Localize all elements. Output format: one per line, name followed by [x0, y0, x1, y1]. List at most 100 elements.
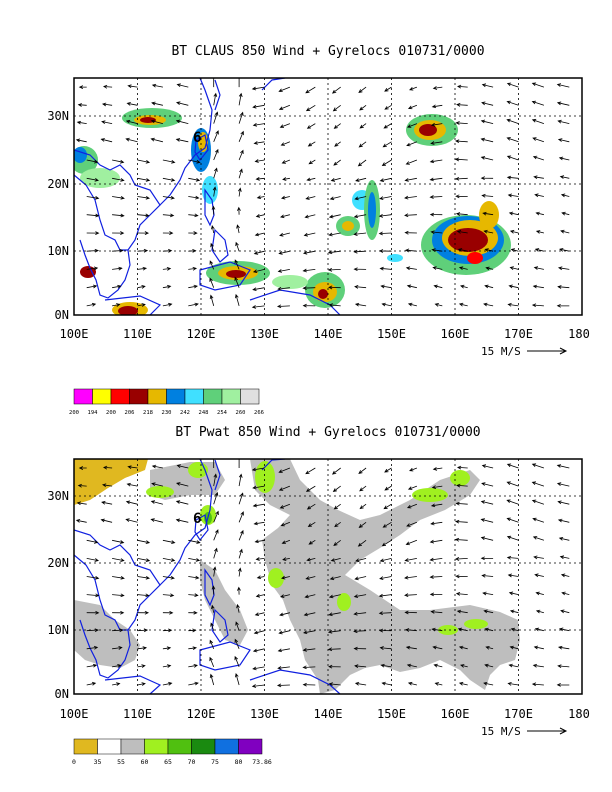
wind-vector-arrow [506, 100, 519, 106]
wind-vector-arrow [235, 621, 240, 631]
wind-vector-arrow [557, 645, 570, 650]
wind-vector-arrow [126, 482, 138, 487]
wind-vector-arrow [125, 119, 138, 124]
wind-vector-arrow [556, 683, 570, 687]
wind-vector-arrow [281, 539, 291, 544]
panel1-lon-110e: 110E [123, 327, 152, 341]
wind-vector-arrow [506, 463, 519, 469]
wind-vector-arrow [484, 663, 494, 668]
wind-vector-arrow [434, 682, 443, 686]
wind-vector-arrow [384, 467, 392, 473]
wind-vector-arrow [534, 193, 544, 198]
wind-vector-arrow [188, 159, 201, 164]
wind-vector-arrow [354, 664, 367, 668]
wind-vector-arrow [237, 567, 242, 577]
wind-vector-arrow [406, 521, 418, 527]
wind-vector-arrow [251, 86, 265, 91]
wind-vector-arrow [378, 593, 392, 598]
wind-vector-arrow [378, 611, 392, 616]
wind-vector-arrow [302, 682, 316, 687]
panel1-coastlines [74, 78, 341, 315]
panel2-lon-170e: 170E [504, 707, 533, 721]
wind-vector-arrow [455, 592, 468, 596]
panel2-lat-0n: 0N [55, 687, 69, 701]
wind-vector-arrow [506, 481, 519, 487]
wind-vector-arrow [404, 558, 417, 562]
panel1-lat-30n: 30N [47, 109, 69, 123]
wind-vector-arrow [86, 628, 100, 633]
wind-vector-arrow [430, 230, 443, 235]
panel2-lat-20n: 20N [47, 556, 69, 570]
wind-vector-arrow [359, 503, 367, 510]
wind-vector-arrow [508, 211, 519, 216]
wind-vector-arrow [431, 627, 443, 632]
wind-vector-arrow [457, 248, 468, 252]
wind-vector-arrow [509, 609, 519, 614]
wind-vector-arrow [237, 206, 241, 215]
panel-claus: BT CLAUS 850 Wind + Gyrelocs 010731/0000 [47, 44, 590, 416]
wind-vector-arrow [176, 482, 189, 487]
wind-vector-arrow [456, 102, 468, 107]
wind-vector-arrow [306, 123, 316, 129]
wind-vector-arrow [86, 681, 97, 686]
wind-vector-arrow [381, 159, 392, 166]
wind-vector-arrow [101, 120, 113, 125]
wind-vector-arrow [405, 159, 418, 165]
wind-vector-arrow [557, 500, 570, 505]
wind-vector-arrow [560, 609, 570, 614]
wind-vector-arrow [458, 645, 468, 650]
wind-vector-arrow [456, 465, 468, 470]
wind-vector-arrow [506, 118, 519, 124]
panel1-colorbar-swatch-7 [203, 388, 223, 405]
wind-vector-arrow [507, 682, 519, 686]
wind-vector-arrow [358, 521, 367, 528]
wind-vector-arrow [137, 266, 148, 271]
wind-vector-arrow [532, 517, 545, 523]
wind-vector-arrow [150, 119, 163, 124]
panel1-colorbar-label-0: 200 [69, 410, 79, 416]
wind-vector-arrow [509, 645, 519, 650]
wind-vector-arrow [101, 500, 113, 505]
wind-vector-arrow [252, 269, 265, 273]
wind-vector-arrow [125, 518, 138, 523]
wind-vector-arrow [302, 665, 316, 670]
wind-vector-arrow [234, 259, 240, 270]
panel2-lon-100e: 100E [60, 707, 89, 721]
wind-vector-arrow [507, 573, 519, 578]
wind-vector-arrow [281, 195, 290, 200]
wind-vector-arrow [484, 284, 494, 289]
wind-vector-arrow [353, 646, 367, 651]
panel2-colorbar: 0 35 55 60 65 70 75 80 73.86 [72, 738, 272, 766]
wind-vector-arrow [188, 302, 199, 307]
wind-vector-arrow [277, 666, 290, 670]
wind-vector-arrow [481, 482, 494, 487]
wind-vector-arrow [531, 118, 545, 124]
wind-vector-arrow [481, 573, 494, 578]
wind-vector-arrow [429, 212, 443, 217]
wind-vector-arrow [531, 303, 544, 308]
wind-vector-arrow [213, 529, 219, 541]
wind-vector-arrow [100, 138, 113, 143]
wind-vector-arrow [454, 537, 468, 542]
panel2-lon-160e: 160E [441, 707, 470, 721]
wind-vector-arrow [383, 503, 392, 510]
wind-vector-arrow [332, 485, 341, 493]
panel2-colorbar-label-0: 0 [72, 758, 76, 766]
wind-vector-arrow [384, 86, 392, 92]
panel2-colorbar-swatch-2 [120, 738, 145, 755]
wind-vector-arrow [162, 248, 173, 253]
wind-vector-arrow [255, 213, 265, 218]
wind-vector-arrow [405, 645, 417, 650]
panel1-colorbar-label-2: 200 [106, 410, 116, 416]
wind-vector-arrow [306, 177, 316, 182]
wind-vector-arrow [354, 285, 367, 289]
wind-vector-arrow [359, 104, 367, 111]
wind-vector-arrow [253, 141, 265, 145]
wind-vector-arrow [188, 284, 199, 289]
wind-vector-arrow [302, 286, 316, 290]
panel1-colorbar-label-6: 242 [180, 410, 190, 416]
wind-vector-arrow [329, 196, 341, 201]
wind-vector-arrow [557, 518, 570, 523]
wind-vector-arrow [506, 137, 519, 143]
wind-vector-arrow [480, 156, 494, 161]
